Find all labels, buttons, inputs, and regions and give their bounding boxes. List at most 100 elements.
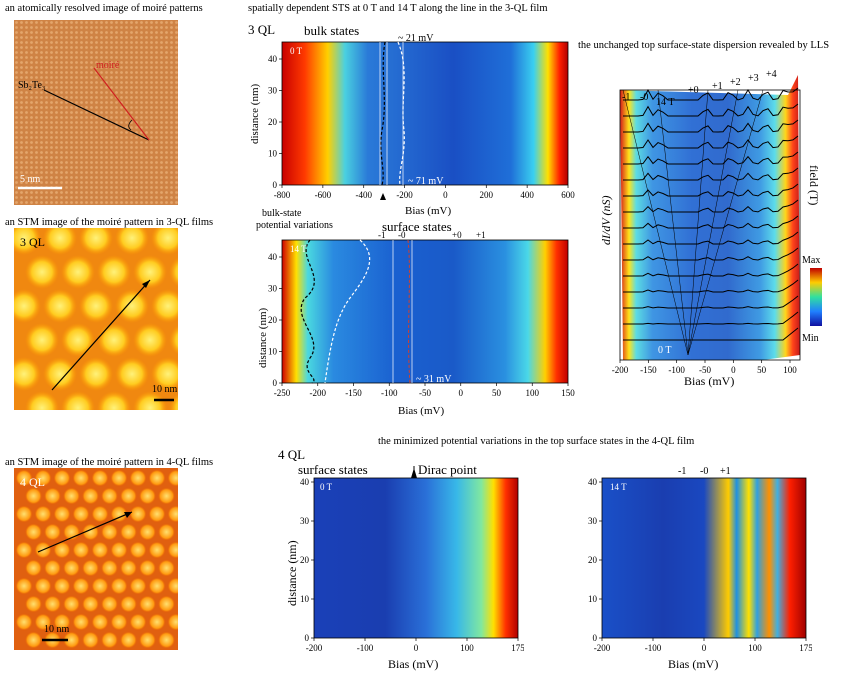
- x-tick-label: 0: [459, 388, 464, 398]
- lls-spectrum-curve: [623, 135, 799, 149]
- moire-spot: [129, 541, 147, 559]
- moire-spot: [72, 577, 90, 595]
- x-tick-label: 50: [757, 365, 767, 375]
- lls-spectrum-curve: [623, 231, 799, 245]
- moire-spot: [100, 487, 119, 505]
- y-tick-label: 30: [268, 86, 278, 96]
- moire-spot: [62, 523, 81, 541]
- caption-moire-image: an atomically resolved image of moiré pa…: [5, 3, 203, 14]
- moire-spot: [79, 357, 113, 391]
- moire-spot: [97, 323, 131, 357]
- moire-spot: [110, 613, 128, 631]
- lls-waterfall: -1 -0 14 T +0 +1 +2 +3 +4 0 T dI/dV (nS)…: [599, 69, 822, 388]
- field-label: 14 T: [290, 244, 307, 254]
- ll-plus2: +2: [730, 77, 741, 88]
- x-tick-label: -200: [310, 388, 327, 398]
- moire-spot: [34, 613, 52, 631]
- y-axis-label: dI/dV (nS): [599, 196, 613, 245]
- sts-4ql-0t-map: 0 T distance (nm) 0 10 20 30 40 -200 -100 0 100…: [285, 466, 524, 671]
- moire-spot: [43, 289, 77, 323]
- moire-spot: [119, 595, 138, 613]
- moire-spot: [43, 595, 62, 613]
- ql-label: 3 QL: [248, 22, 276, 37]
- moire-spot: [176, 635, 178, 645]
- x-tick-label: -200: [612, 365, 629, 375]
- moire-spot: [53, 469, 71, 487]
- surface-states-label: surface states: [298, 462, 368, 477]
- moire-spot: [176, 563, 178, 573]
- x-tick-label: -100: [645, 643, 662, 653]
- ll-minus0: -0: [398, 230, 406, 240]
- moire-spot: [176, 491, 178, 501]
- moire-spot: [53, 613, 71, 631]
- y-axis-label: distance (nm): [249, 83, 261, 144]
- dirac-point-label: Dirac point: [418, 462, 477, 477]
- field-label: 0 T: [320, 482, 333, 492]
- x-tick-label: 100: [783, 365, 797, 375]
- moire-spot: [157, 523, 176, 541]
- ll-minus1: -1: [622, 92, 630, 103]
- moire-spot: [34, 577, 52, 595]
- moire-spot: [25, 391, 59, 410]
- waterfall-fill: [620, 75, 800, 360]
- ll-plus0: +0: [688, 85, 699, 96]
- ql-label: 4 QL: [20, 475, 45, 489]
- lls-spectrum-curve: [623, 247, 799, 261]
- moire-spot: [24, 631, 43, 649]
- moire-spot: [169, 393, 178, 410]
- ll-plus1: +1: [476, 230, 486, 240]
- x-tick-label: 0: [702, 643, 707, 653]
- lls-spectrum-curve: [623, 215, 799, 229]
- stm-3ql-image: 3 QL 10 nm: [14, 228, 178, 410]
- ll-plus1: +1: [720, 466, 731, 477]
- moire-spot: [81, 487, 100, 505]
- x-tick-label: -100: [381, 388, 398, 398]
- moire-spot: [167, 541, 178, 559]
- y-tick-label: 10: [300, 594, 310, 604]
- field-label: 14 T: [610, 482, 627, 492]
- x-tick-label: -50: [699, 365, 711, 375]
- x-axis-label: Bias (mV): [684, 374, 734, 388]
- lls-spectrum-curve: [623, 279, 799, 293]
- moire-spot: [110, 505, 128, 523]
- moire-spot: [100, 559, 119, 577]
- lls-spectrum-curve: [623, 103, 799, 117]
- field-label: 0 T: [290, 46, 303, 56]
- moire-blobs: [14, 228, 178, 410]
- y-tick-label: 40: [588, 477, 598, 487]
- lls-spectrum-curve: [623, 183, 799, 197]
- bulk-states-label: bulk states: [304, 23, 360, 38]
- moire-spot: [110, 469, 128, 487]
- moire-spot: [34, 469, 52, 487]
- colorbar: [810, 268, 822, 326]
- moire-spot: [91, 577, 109, 595]
- arrow-down-icon: [411, 468, 417, 478]
- x-tick-label: -250: [274, 388, 291, 398]
- moire-spot: [81, 631, 100, 649]
- moire-spot: [129, 505, 147, 523]
- moire-axis-line: [93, 67, 150, 141]
- moire-spot: [157, 487, 176, 505]
- y-tick-label: 0: [273, 180, 278, 190]
- moire-spot: [72, 469, 90, 487]
- x-axis-label: Bias (mV): [405, 205, 451, 217]
- caption-4ql-minimized: the minimized potential variations in th…: [378, 436, 695, 447]
- moire-spot: [151, 357, 178, 391]
- x-tick-label: 100: [460, 643, 474, 653]
- x-tick-label: -600: [315, 190, 332, 200]
- moire-spot: [151, 228, 178, 255]
- moire-spot: [119, 487, 138, 505]
- moire-spot: [119, 631, 138, 649]
- heatmap: [314, 478, 518, 638]
- x-tick-label: 100: [526, 388, 540, 398]
- moire-spot: [151, 289, 178, 323]
- y-tick-label: 40: [300, 477, 310, 487]
- moire-spot: [138, 559, 157, 577]
- x-tick-label: 175: [799, 643, 812, 653]
- moire-spot: [43, 523, 62, 541]
- y-tick-label: 10: [268, 347, 278, 357]
- y-tick-label: 10: [268, 149, 278, 159]
- lls-spectrum-curve: [623, 327, 799, 341]
- ql-label: 3 QL: [20, 235, 45, 249]
- scale-label: 10 nm: [44, 624, 70, 635]
